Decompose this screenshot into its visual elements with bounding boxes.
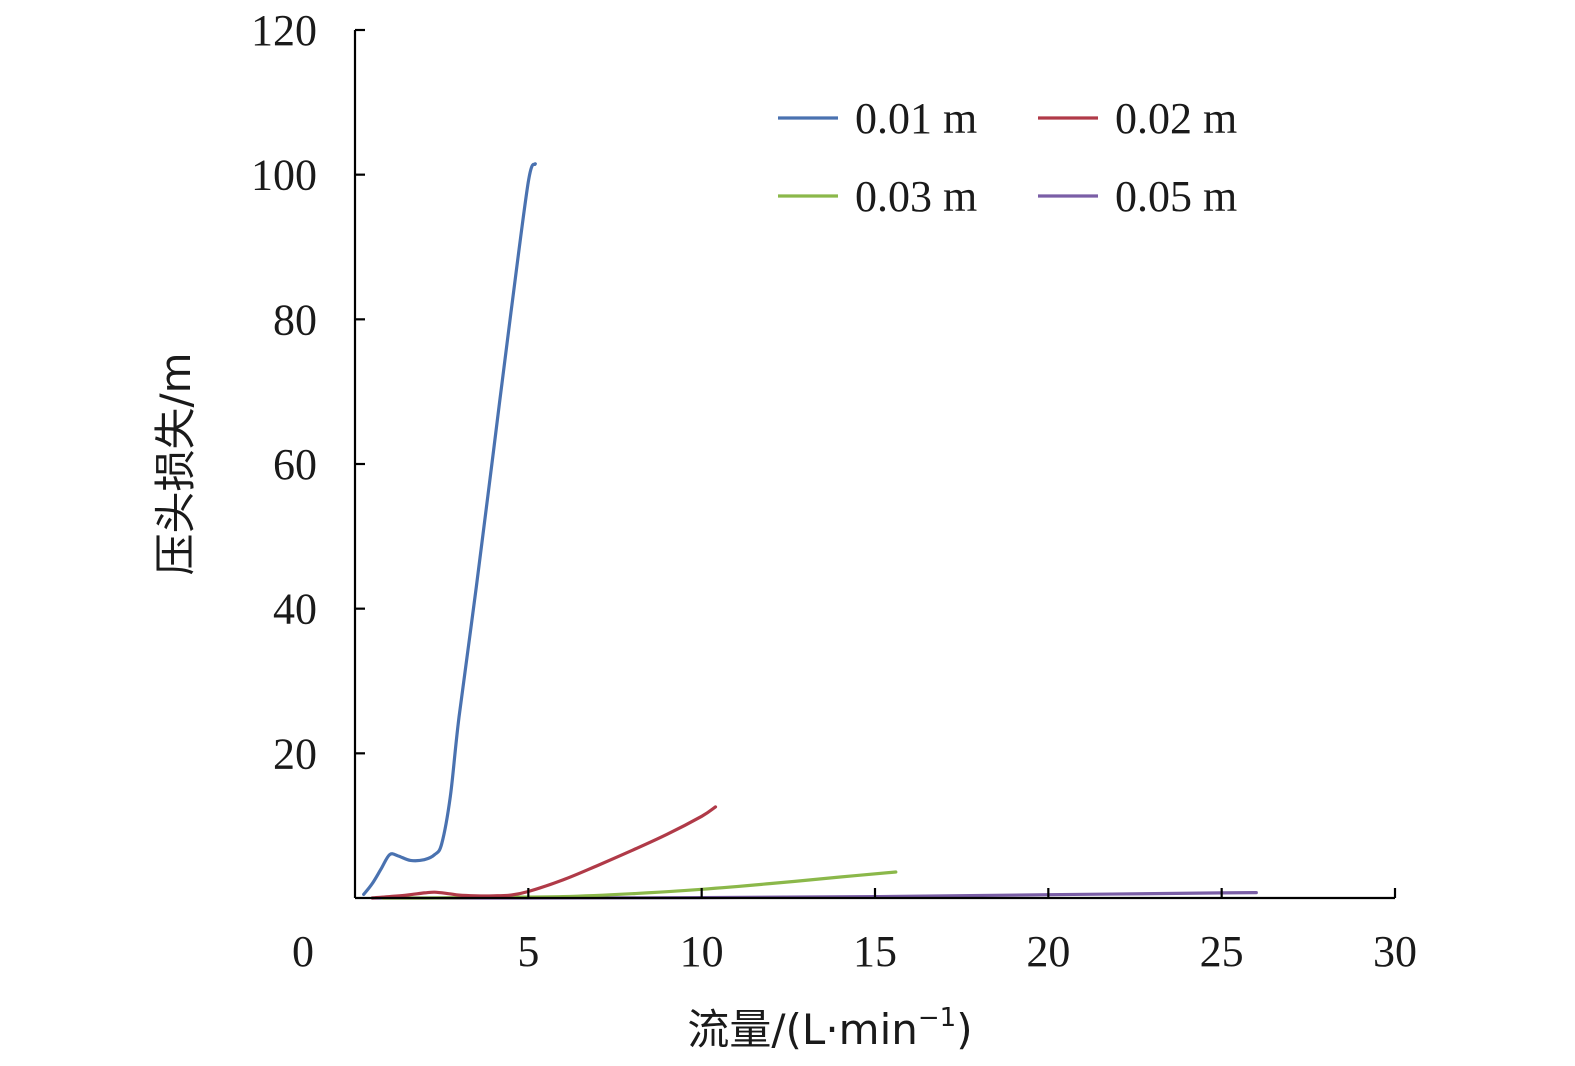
x-tick-label: 5 bbox=[517, 927, 539, 976]
y-axis-title: 压头损失/m bbox=[151, 352, 200, 575]
legend-label: 0.03 m bbox=[855, 172, 977, 221]
series-layer bbox=[362, 162, 1258, 900]
axes-layer bbox=[353, 30, 1395, 900]
y-tick-label: 60 bbox=[273, 440, 317, 489]
x-tick-label: 20 bbox=[1026, 927, 1070, 976]
x-tick-label: 25 bbox=[1200, 927, 1244, 976]
ticks-layer bbox=[355, 28, 1397, 898]
x-tick-label: 15 bbox=[853, 927, 897, 976]
x-axis-title: 流量/(L·min−1) bbox=[687, 1003, 972, 1054]
tick-labels-layer: 0 5 10 15 20 25 30 20 40 60 80 100 120 bbox=[251, 6, 1417, 976]
series-line-0-02-m bbox=[370, 805, 718, 900]
legend-label: 0.01 m bbox=[855, 94, 977, 143]
x-tick-label: 10 bbox=[680, 927, 724, 976]
series-line-0-01-m bbox=[362, 162, 537, 896]
legend-label: 0.02 m bbox=[1115, 94, 1237, 143]
y-tick-label: 120 bbox=[251, 6, 317, 55]
y-tick-label: 100 bbox=[251, 151, 317, 200]
y-tick-label: 20 bbox=[273, 729, 317, 778]
y-tick-label: 80 bbox=[273, 295, 317, 344]
legend-label: 0.05 m bbox=[1115, 172, 1237, 221]
legend: 0.01 m 0.02 m 0.03 m 0.05 m bbox=[778, 94, 1237, 221]
y-tick-label: 40 bbox=[273, 585, 317, 634]
x-tick-label: 0 bbox=[292, 927, 314, 976]
x-tick-label: 30 bbox=[1373, 927, 1417, 976]
